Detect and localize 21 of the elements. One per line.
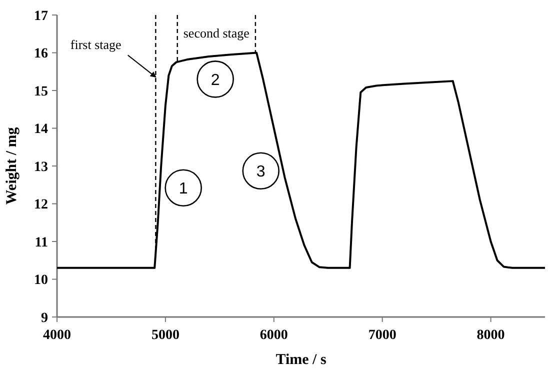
x-tick-label: 4000 <box>43 328 71 343</box>
y-tick-label: 10 <box>34 273 48 288</box>
y-tick-label: 9 <box>41 310 48 326</box>
annotation: 1 <box>178 180 188 198</box>
y-axis-title: Weight / mg <box>4 126 20 205</box>
annotation: first stage <box>70 37 122 52</box>
x-tick-label: 5000 <box>151 328 180 343</box>
y-tick-label: 13 <box>34 160 48 175</box>
x-tick-label: 6000 <box>260 328 288 343</box>
y-tick-label: 16 <box>34 46 48 62</box>
x-axis-title: Time / s <box>276 352 326 368</box>
annotation: 2 <box>210 72 220 89</box>
annotation: second stage <box>183 26 250 41</box>
y-tick-label: 14 <box>34 122 48 138</box>
y-tick-label: 12 <box>34 198 48 213</box>
y-tick-label: 17 <box>34 8 48 24</box>
x-tick-label: 8000 <box>476 328 505 343</box>
y-tick-label: 15 <box>34 84 48 100</box>
annotation: 3 <box>256 164 266 181</box>
x-tick-label: 7000 <box>368 328 396 343</box>
y-tick-label: 11 <box>34 235 48 250</box>
